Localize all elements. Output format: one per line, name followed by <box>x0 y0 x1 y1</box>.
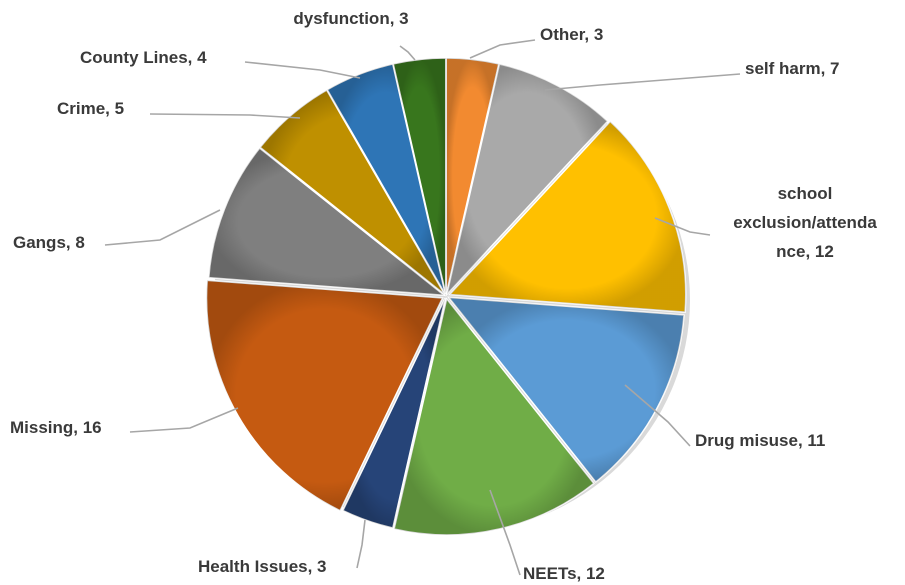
leader-line-crime <box>149 113 301 119</box>
pie-slice-shade-county-lines <box>327 64 446 295</box>
slice-label-other: Other, 3 <box>540 25 603 44</box>
slice-label-school-exclusion-attendance: school exclusion/attenda nce, 12 <box>733 184 877 261</box>
slice-label-family-dysfunction: Familydysfunction, 3 <box>293 0 408 28</box>
slice-label-crime: Crime, 5 <box>57 99 124 118</box>
leader-line-county-lines <box>244 61 361 79</box>
pie-slice-shade-self-harm <box>446 64 608 295</box>
pie-slice-shade-missing <box>206 280 443 511</box>
slice-label-self-harm: self harm, 7 <box>745 59 840 78</box>
leader-line-school-exclusion-attendance <box>654 217 711 236</box>
slice-label-drug-misuse: Drug misuse, 11 <box>695 431 825 450</box>
slice-label-line: Health Issues, 3 <box>198 557 327 576</box>
slice-label-line: Missing, 16 <box>10 418 102 437</box>
leader-line-neets <box>489 489 521 576</box>
pie-slice-shade-health-issues <box>342 297 446 528</box>
leader-line-missing <box>129 407 239 433</box>
slice-label-line: County Lines, 4 <box>80 48 207 67</box>
slice-label-line: dysfunction, 3 <box>293 9 408 28</box>
slice-label-line: exclusion/attenda <box>733 213 877 232</box>
leader-line-gangs <box>104 209 221 246</box>
pie-slices <box>205 57 687 536</box>
slice-label-line: nce, 12 <box>776 242 834 261</box>
slice-labels: Other, 3 self harm, 7 school exclusion/atte… <box>10 0 877 583</box>
slice-label-line: NEETs, 12 <box>523 564 605 583</box>
leader-line-drug-misuse <box>624 384 691 447</box>
slice-label-health-issues: Health Issues, 3 <box>198 557 327 576</box>
slice-label-line: Drug misuse, 11 <box>695 431 825 450</box>
slice-label-neets: NEETs, 12 <box>523 564 605 583</box>
slice-label-county-lines: County Lines, 4 <box>80 48 207 67</box>
pie-slice-shade-neets <box>394 298 594 535</box>
slice-label-missing: Missing, 16 <box>10 418 102 437</box>
leader-line-self-harm <box>544 73 741 91</box>
slice-label-gangs: Gangs, 8 <box>13 233 85 252</box>
leader-line-health-issues <box>356 519 366 569</box>
pie-slice-shade-drug-misuse <box>448 297 684 482</box>
pie-slice-shade-school-exclusion-attendance <box>449 121 686 313</box>
pie-slice-shade-other <box>446 58 499 295</box>
pie-slice-shade-family-dysfunction <box>393 58 446 295</box>
slice-label-line: Other, 3 <box>540 25 603 44</box>
leader-line-other <box>469 39 536 59</box>
leader-line-family-dysfunction <box>399 45 416 61</box>
pie-slice-shade-gangs <box>208 148 445 296</box>
leader-lines <box>104 39 741 576</box>
slice-label-line: Gangs, 8 <box>13 233 85 252</box>
slice-label-line: self harm, 7 <box>745 59 840 78</box>
pie-slice-shade-crime <box>260 90 445 295</box>
slice-label-line: Crime, 5 <box>57 99 124 118</box>
slice-label-line: school <box>778 184 833 203</box>
